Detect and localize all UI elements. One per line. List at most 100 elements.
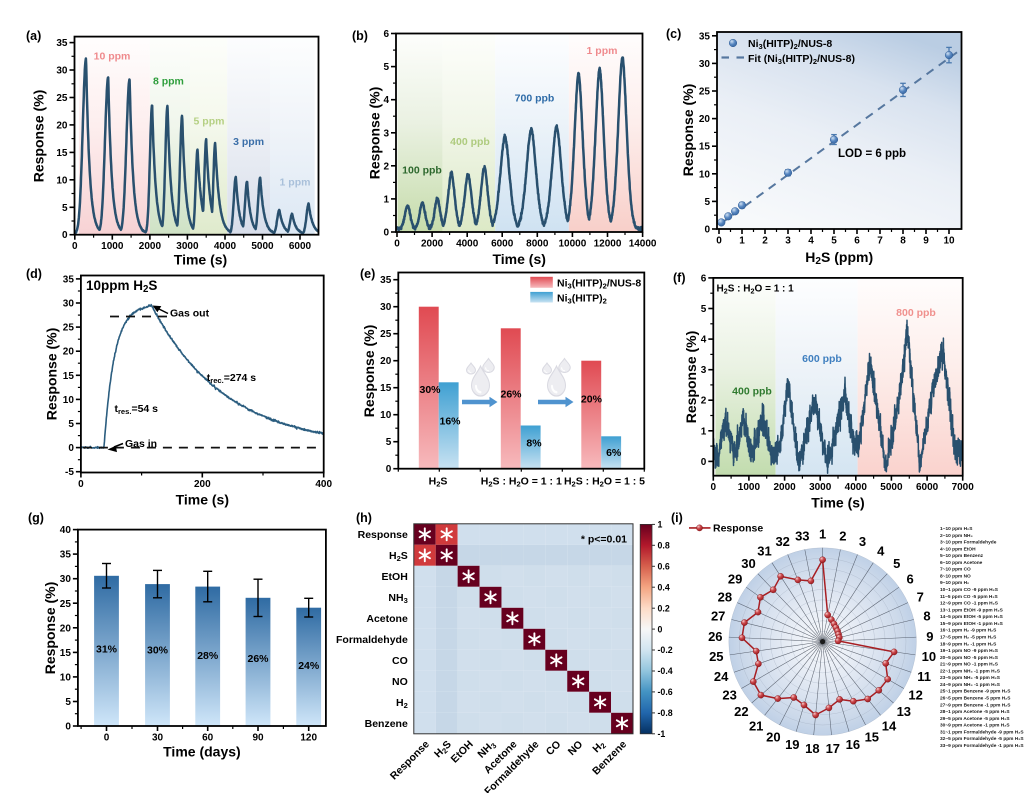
svg-text:1: 1 (819, 527, 826, 542)
svg-text:2000: 2000 (421, 239, 444, 250)
svg-text:6000: 6000 (916, 482, 939, 493)
svg-text:6~10 ppm Acetone: 6~10 ppm Acetone (940, 560, 983, 566)
svg-text:20%: 20% (581, 394, 603, 406)
svg-text:20: 20 (60, 623, 72, 634)
svg-text:1: 1 (701, 426, 707, 437)
svg-text:12000: 12000 (594, 239, 622, 250)
svg-text:32: 32 (775, 534, 789, 549)
svg-text:5~10 ppm Benzenz: 5~10 ppm Benzenz (940, 553, 984, 559)
svg-text:5: 5 (65, 697, 71, 708)
svg-text:(g): (g) (28, 511, 44, 525)
svg-text:35: 35 (56, 38, 68, 49)
svg-text:0: 0 (704, 225, 710, 236)
svg-text:31~1 ppm Formaldehyde -9 ppm H: 31~1 ppm Formaldehyde -9 ppm H₂S (940, 729, 1024, 735)
svg-text:5: 5 (383, 62, 389, 73)
svg-text:0: 0 (386, 464, 392, 475)
svg-text:8%: 8% (526, 438, 542, 450)
svg-text:40: 40 (60, 525, 72, 536)
svg-text:7: 7 (917, 589, 924, 604)
svg-text:25: 25 (380, 329, 392, 340)
svg-text:15~9 ppm EtOH -1 ppm H₂S: 15~9 ppm EtOH -1 ppm H₂S (940, 621, 1004, 627)
svg-text:9~10 ppm H₂: 9~10 ppm H₂ (940, 580, 969, 586)
svg-text:Response (%): Response (%) (680, 84, 696, 177)
svg-text:7: 7 (877, 236, 883, 247)
svg-text:6: 6 (383, 29, 389, 40)
svg-text:H2S: H2S (389, 550, 408, 563)
svg-text:8: 8 (900, 236, 906, 247)
svg-text:30: 30 (741, 556, 755, 571)
svg-text:10~1 ppm CO -9 ppm H₂S: 10~1 ppm CO -9 ppm H₂S (940, 587, 999, 593)
svg-text:0.8: 0.8 (658, 541, 670, 551)
svg-text:15: 15 (56, 148, 68, 159)
svg-text:Formaldehyde: Formaldehyde (336, 634, 408, 646)
svg-text:26: 26 (708, 629, 722, 644)
svg-text:30: 30 (60, 574, 72, 585)
svg-text:3: 3 (785, 236, 791, 247)
svg-text:4000: 4000 (214, 241, 237, 252)
svg-text:0: 0 (658, 624, 663, 634)
svg-text:(f): (f) (673, 271, 686, 285)
svg-text:9: 9 (926, 629, 933, 644)
svg-text:28: 28 (718, 589, 732, 604)
svg-text:30~9 ppm Acetone -1 ppm H₂S: 30~9 ppm Acetone -1 ppm H₂S (940, 723, 1010, 729)
svg-text:(b): (b) (352, 29, 368, 43)
svg-text:NH3: NH3 (388, 592, 407, 605)
svg-text:Ni3(HITP)2/NUS-8: Ni3(HITP)2/NUS-8 (748, 38, 832, 51)
svg-text:6: 6 (701, 273, 707, 284)
svg-text:4000: 4000 (845, 482, 868, 493)
svg-text:1000: 1000 (738, 482, 761, 493)
svg-text:120: 120 (300, 733, 317, 744)
svg-text:200: 200 (194, 479, 211, 490)
svg-text:0: 0 (72, 241, 78, 252)
svg-text:20: 20 (63, 347, 75, 358)
svg-text:13~1 ppm EtOH -9 ppm H₂S: 13~1 ppm EtOH -9 ppm H₂S (940, 607, 1004, 613)
svg-text:27: 27 (711, 609, 725, 624)
svg-text:2: 2 (701, 396, 707, 407)
svg-text:25: 25 (63, 323, 75, 334)
svg-text:11: 11 (917, 669, 931, 684)
svg-text:14: 14 (882, 718, 897, 733)
svg-text:5000: 5000 (880, 482, 903, 493)
svg-text:-1: -1 (658, 729, 666, 739)
svg-text:Time (s): Time (s) (492, 251, 545, 267)
svg-text:28~1 ppm Acetone -5 ppm H₂S: 28~1 ppm Acetone -5 ppm H₂S (940, 709, 1010, 715)
svg-text:Response (%): Response (%) (683, 331, 699, 424)
svg-text:CO: CO (392, 655, 408, 667)
svg-text:Acetone: Acetone (366, 613, 408, 625)
svg-text:Ni3(HITP)2: Ni3(HITP)2 (557, 292, 607, 305)
svg-text:35: 35 (63, 274, 75, 285)
svg-text:35: 35 (699, 31, 711, 42)
svg-text:Time (s): Time (s) (176, 492, 229, 508)
svg-text:8~10 ppm NO: 8~10 ppm NO (940, 574, 971, 580)
svg-text:Gas in: Gas in (125, 438, 157, 450)
svg-text:5000: 5000 (251, 241, 274, 252)
svg-text:10 ppm: 10 ppm (94, 51, 131, 63)
svg-text:6: 6 (906, 572, 913, 587)
svg-text:14000: 14000 (629, 239, 657, 250)
svg-text:Response: Response (358, 529, 408, 541)
svg-text:H2S: H2S (429, 476, 448, 489)
svg-text:19: 19 (785, 737, 799, 752)
svg-text:60: 60 (202, 733, 214, 744)
svg-text:Response (%): Response (%) (367, 87, 383, 180)
svg-text:4000: 4000 (456, 239, 479, 250)
svg-text:28%: 28% (197, 650, 219, 662)
svg-text:NO: NO (392, 676, 408, 688)
svg-text:-0.6: -0.6 (658, 687, 673, 697)
svg-text:10: 10 (60, 672, 72, 683)
svg-text:0.6: 0.6 (658, 562, 670, 572)
svg-text:15: 15 (63, 371, 75, 382)
svg-text:30: 30 (699, 59, 711, 70)
svg-text:30: 30 (63, 299, 75, 310)
svg-text:(c): (c) (666, 27, 681, 41)
svg-text:29~5 ppm Acetone -5 ppm H₂S: 29~5 ppm Acetone -5 ppm H₂S (940, 716, 1010, 722)
svg-text:-0.2: -0.2 (658, 645, 673, 655)
svg-text:trec.=274 s: trec.=274 s (207, 372, 257, 385)
svg-text:400 ppb: 400 ppb (450, 136, 490, 148)
svg-text:25~1 ppm Benzene -9 ppm H₂S: 25~1 ppm Benzene -9 ppm H₂S (940, 689, 1011, 695)
svg-text:30: 30 (56, 66, 68, 77)
svg-text:2: 2 (762, 236, 768, 247)
svg-text:25: 25 (699, 87, 711, 98)
svg-text:H2: H2 (396, 697, 408, 710)
svg-text:Response (%): Response (%) (43, 328, 59, 421)
